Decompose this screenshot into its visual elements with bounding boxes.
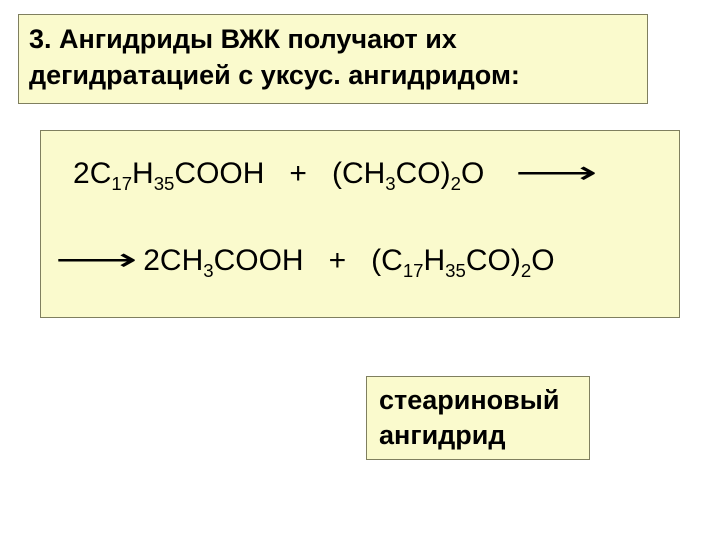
reactant1-h: H: [132, 157, 154, 190]
reactant2-sub2: 2: [451, 173, 461, 194]
label-block: стеариновый ангидрид: [366, 376, 590, 460]
equation-block: 2C17H35COOH + (CH3CO)2O ⟶ ⟶ 2CH3COOH + (…: [40, 130, 680, 318]
reactant1-tail: COOH: [174, 157, 264, 190]
product2-sub3: 2: [521, 260, 531, 281]
reactant-coef: 2: [73, 157, 90, 190]
product1-sub1: 3: [203, 260, 213, 281]
reactant1-sub2: 35: [154, 173, 175, 194]
arrow-icon: ⟶: [55, 242, 138, 277]
product1-tail: COOH: [214, 244, 304, 277]
title-block: 3. Ангидриды ВЖК получают их дегидратаци…: [18, 14, 648, 104]
plus-2: +: [329, 244, 347, 277]
label-line-2: ангидрид: [379, 420, 506, 450]
product2-open: (C: [371, 244, 403, 277]
reactant1-c: C: [90, 157, 112, 190]
plus-1: +: [289, 157, 307, 190]
label-line-1: стеариновый: [379, 385, 559, 415]
equation-line-2: ⟶ 2CH3COOH + (C17H35CO)2O: [55, 242, 665, 277]
product1-coef: 2: [143, 244, 160, 277]
title-line-2: дегидратацией с уксус. ангидридом:: [29, 60, 520, 90]
product2-sub2: 35: [445, 260, 466, 281]
product2-mid: CO): [466, 244, 521, 277]
reactant2-open: (CH: [332, 157, 385, 190]
product2-end: O: [531, 244, 554, 277]
reactant2-end: O: [461, 157, 484, 190]
arrow-icon: ⟶: [515, 155, 598, 190]
product1-a: CH: [160, 244, 203, 277]
slide: 3. Ангидриды ВЖК получают их дегидратаци…: [0, 0, 720, 540]
reactant1-sub1: 17: [111, 173, 132, 194]
reactant2-mid: CO): [396, 157, 451, 190]
reactant2-sub1: 3: [385, 173, 395, 194]
title-line-1: 3. Ангидриды ВЖК получают их: [29, 24, 457, 54]
product2-h: H: [424, 244, 446, 277]
product2-sub1: 17: [403, 260, 424, 281]
equation-line-1: 2C17H35COOH + (CH3CO)2O ⟶: [73, 155, 665, 190]
